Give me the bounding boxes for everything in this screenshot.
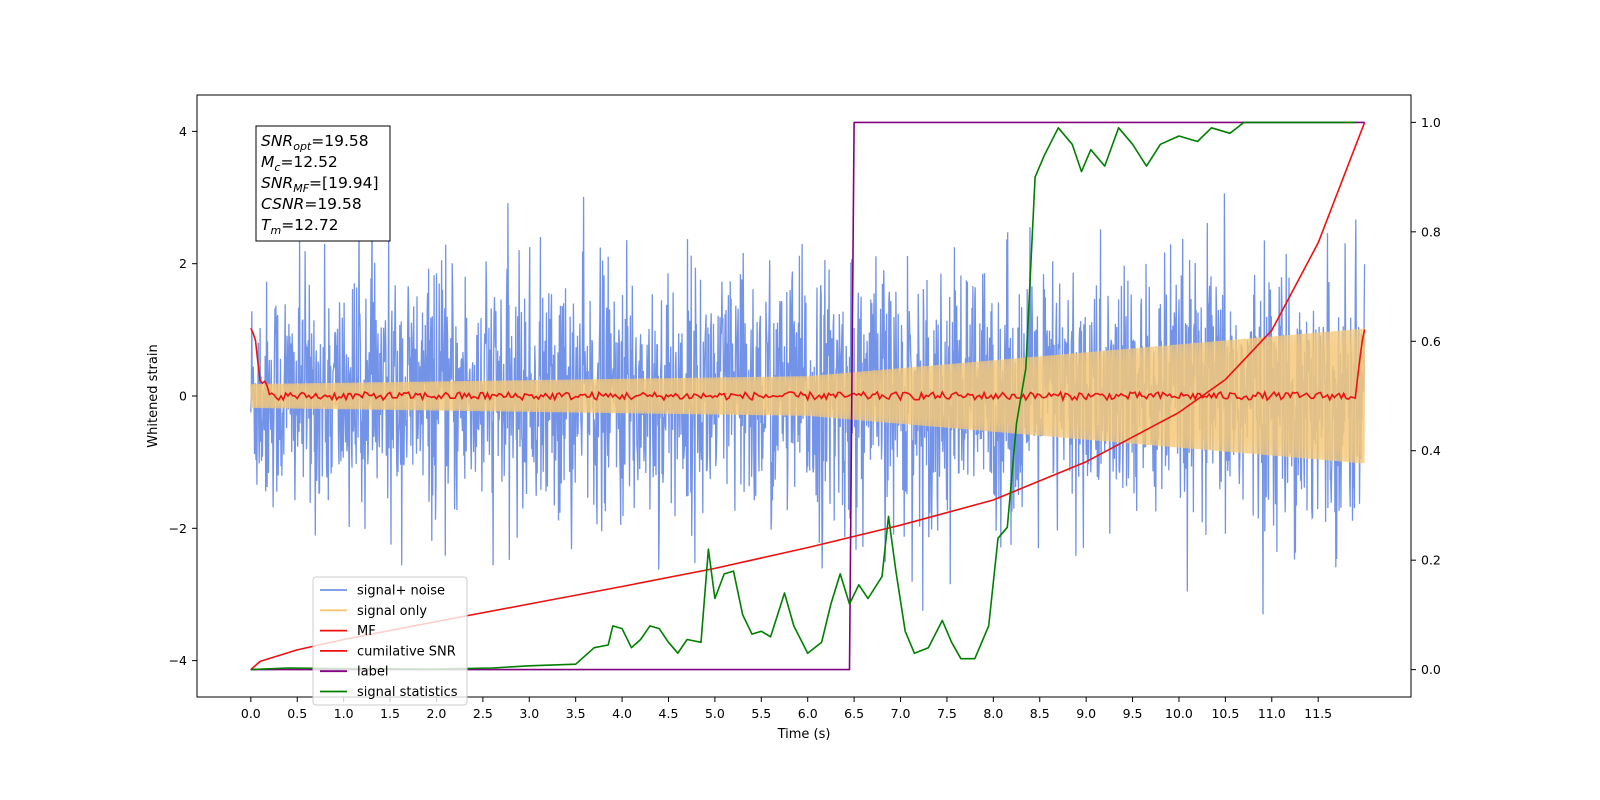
y-tick-label: −4	[169, 653, 187, 668]
annotation-symbol: SNR	[261, 132, 293, 150]
x-axis-ticks: 0.0 0.5 1.0 1.5 2.0 2.5 3.0 3.5 4.0 4.5 5.0 5.5 6.0 6…	[241, 697, 1332, 721]
annotation-line: SNRMF=[19.94]	[261, 174, 379, 195]
x-tick-label: 0.5	[287, 706, 307, 721]
x-tick-label: 3.0	[519, 706, 539, 721]
annotation-value: =12.72	[281, 216, 338, 234]
legend-label-signal-noise: signal+ noise	[357, 584, 445, 599]
x-tick-label: 7.5	[937, 706, 957, 721]
x-tick-label: 11.0	[1258, 706, 1286, 721]
legend-label-signal-only: signal only	[357, 604, 427, 619]
x-tick-label: 1.5	[380, 706, 400, 721]
x-tick-label: 10.5	[1211, 706, 1239, 721]
annotation-symbol: T	[261, 216, 272, 234]
stats-annotation-box: SNRopt=19.58Mc=12.52SNRMF=[19.94]CSNR=19…	[255, 125, 391, 242]
legend-label-signal-statistics: signal statistics	[357, 685, 458, 700]
x-axis-label: Time (s)	[777, 727, 831, 742]
legend: signal+ noise signal only MF cumilative SNR…	[312, 576, 468, 706]
x-tick-label: 1.0	[334, 706, 354, 721]
legend-label-label: label	[357, 665, 388, 680]
right-y-axis-ticks: 1.0 0.8 0.6 0.4 0.2 0.0	[1411, 115, 1441, 677]
legend-frame	[312, 576, 468, 706]
x-tick-label: 6.5	[844, 706, 864, 721]
annotation-value: =12.52	[280, 153, 337, 171]
annotation-symbol: SNR	[261, 174, 293, 192]
annotation-subscript: m	[270, 224, 281, 237]
y-tick-label: 2	[179, 256, 187, 271]
x-tick-label: 10.0	[1165, 706, 1193, 721]
x-tick-label: 2.5	[473, 706, 493, 721]
right-y-tick-label: 0.8	[1421, 224, 1441, 239]
x-tick-label: 11.5	[1304, 706, 1332, 721]
x-tick-label: 9.0	[1076, 706, 1096, 721]
x-tick-label: 8.5	[1030, 706, 1050, 721]
series-signal-statistics	[250, 121, 1356, 671]
x-tick-label: 3.5	[566, 706, 586, 721]
y-tick-label: 4	[179, 124, 187, 139]
annotation-value: =19.58	[304, 195, 361, 213]
right-y-tick-label: 0.6	[1421, 334, 1441, 349]
right-y-tick-label: 1.0	[1421, 115, 1441, 130]
annotation-line: Mc=12.52	[261, 153, 338, 174]
x-tick-label: 4.0	[612, 706, 632, 721]
y-tick-label: 0	[179, 389, 187, 404]
x-tick-label: 2.0	[427, 706, 447, 721]
annotation-subscript: c	[274, 161, 280, 174]
y-axis-ticks: 4 2 0 −2 −4	[169, 124, 197, 668]
annotation-symbol: M	[261, 153, 274, 171]
annotation-line: SNRopt=19.58	[261, 132, 369, 153]
annotation-value: =[19.94]	[309, 174, 378, 192]
annotation-symbol: CSNR	[261, 195, 304, 213]
right-y-tick-label: 0.2	[1421, 553, 1441, 568]
annotation-subscript: opt	[293, 140, 312, 153]
annotation-value: =19.58	[311, 132, 368, 150]
series-signal-only	[250, 328, 1366, 464]
series-signal-noise	[250, 179, 1366, 615]
series-label	[250, 121, 1365, 671]
x-tick-label: 0.0	[241, 706, 261, 721]
right-y-tick-label: 0.0	[1421, 662, 1441, 677]
right-y-tick-label: 0.4	[1421, 443, 1441, 458]
x-tick-label: 4.5	[659, 706, 679, 721]
annotation-subscript: MF	[293, 182, 309, 195]
series-mf	[250, 327, 1366, 403]
y-tick-label: −2	[169, 521, 187, 536]
x-tick-label: 9.5	[1123, 706, 1143, 721]
y-axis-label: Whitened strain	[146, 344, 161, 447]
x-tick-label: 8.0	[983, 706, 1003, 721]
annotation-line: Tm=12.72	[261, 216, 339, 237]
annotation-line: CSNR=19.58	[261, 195, 362, 213]
x-tick-label: 5.0	[705, 706, 725, 721]
annotation-frame	[255, 125, 391, 242]
legend-label-cumilative-snr: cumilative SNR	[357, 644, 456, 659]
x-tick-label: 5.5	[751, 706, 771, 721]
x-tick-label: 7.0	[891, 706, 911, 721]
x-tick-label: 6.0	[798, 706, 818, 721]
legend-label-mf: MF	[357, 624, 376, 639]
